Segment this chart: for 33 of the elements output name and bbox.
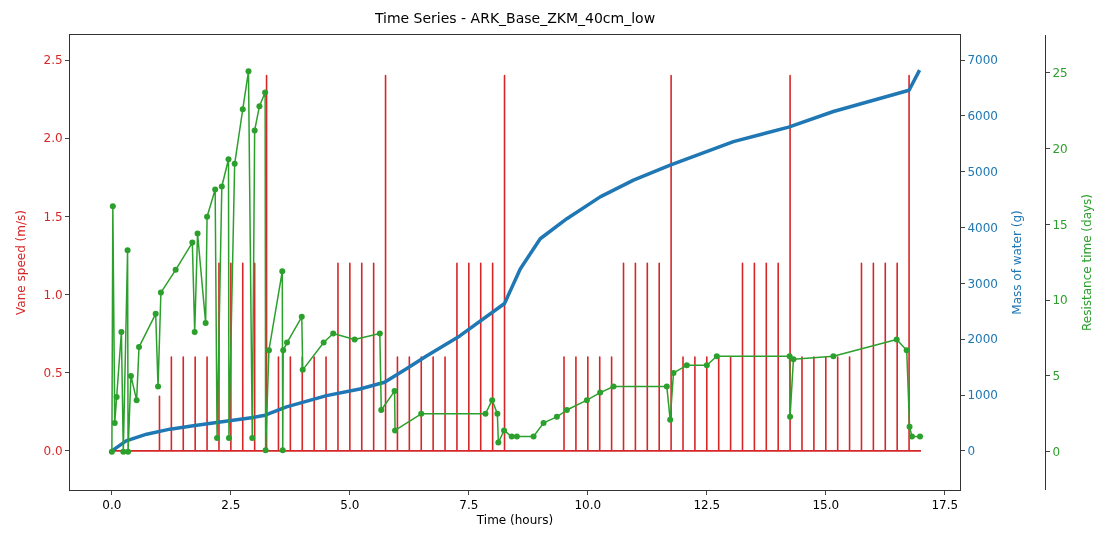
y3-tick-label: 25 [1052,66,1068,81]
y2-tick-label: 6000 [967,109,998,124]
x-tick-label: 10.0 [574,498,602,513]
y2-tick-label: 7000 [967,53,998,68]
x-tick-label: 12.5 [693,498,721,513]
chart-title: Time Series - ARK_Base_ZKM_40cm_low [373,9,656,26]
y2-tick-label: 5000 [967,164,998,179]
x-tick-label: 7.5 [459,498,479,513]
y-tick-label: 0.5 [43,365,63,380]
y3-tick-label: 5 [1052,369,1061,384]
x-axis-title: Time (hours) [475,513,554,528]
y-tick-label: 2.5 [43,53,63,68]
y-tick-label: 1.0 [43,287,63,302]
y3-tick-label: 0 [1052,444,1061,459]
y-axis-title: Vane speed (m/s) [13,210,28,315]
x-tick-label: 2.5 [221,498,241,513]
y2-tick-label: 3000 [967,276,998,291]
y-tick-label: 0.0 [43,444,63,459]
y3-tick-label: 20 [1052,141,1068,156]
x-tick-label: 0.0 [102,498,122,513]
x-tick-label: 17.5 [931,498,959,513]
y-tick-label: 2.0 [43,131,63,146]
x-tick-label: 15.0 [812,498,840,513]
y2-tick-label: 4000 [967,220,998,235]
y3-axis-title: Resistance time (days) [1079,193,1094,332]
y3-tick-label: 15 [1052,217,1068,232]
y2-tick-label: 2000 [967,332,998,347]
y-tick-label: 1.5 [43,209,63,224]
x-tick-label: 5.0 [340,498,360,513]
y2-tick-label: 0 [967,444,976,459]
y3-tick-label: 10 [1052,293,1068,308]
y2-axis-title: Mass of water (g) [1009,210,1024,315]
y2-tick-label: 1000 [967,388,998,403]
